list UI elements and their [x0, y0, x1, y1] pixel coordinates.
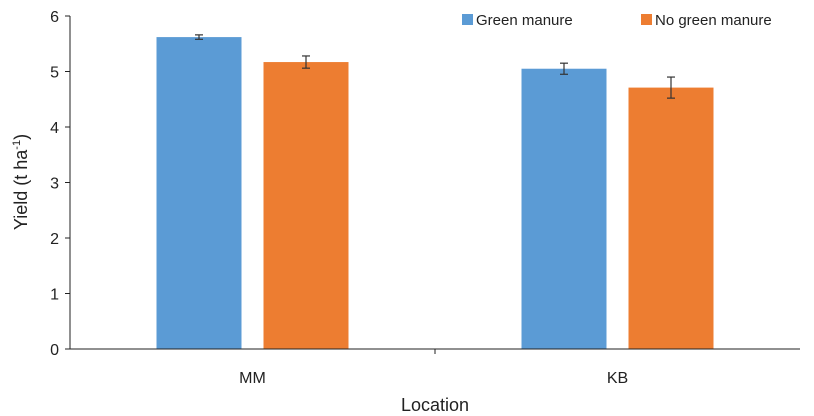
y-axis-title-main: Yield (t ha [11, 149, 31, 230]
legend-swatch-green-manure [462, 14, 473, 25]
bar [628, 87, 714, 349]
x-axis-title: Location [401, 395, 469, 415]
y-tick-label: 6 [50, 9, 59, 26]
y-axis-ticks: 0 1 2 3 4 5 6 [50, 9, 70, 359]
x-tick-label: MM [239, 370, 266, 387]
y-tick-label: 3 [50, 176, 59, 193]
legend-label-no-green-manure: No green manure [655, 12, 772, 29]
bars [156, 37, 714, 350]
x-tick-label: KB [607, 370, 628, 387]
y-tick-label: 2 [50, 231, 59, 248]
y-tick-label: 0 [50, 342, 59, 359]
x-axis-ticks: MM KB [239, 349, 628, 387]
y-axis-title: Yield (t ha-1) [11, 134, 31, 230]
legend-label-green-manure: Green manure [476, 12, 573, 29]
y-axis-title-superscript: -1 [11, 140, 23, 150]
y-axis-title-close: ) [11, 134, 31, 140]
bar [156, 37, 242, 350]
error-bars [195, 34, 675, 99]
legend: Green manure No green manure [462, 12, 772, 29]
y-tick-label: 4 [50, 120, 59, 137]
bar [521, 68, 607, 349]
y-tick-label: 5 [50, 65, 59, 82]
legend-swatch-no-green-manure [641, 14, 652, 25]
bar [263, 62, 349, 349]
y-tick-label: 1 [50, 287, 59, 304]
